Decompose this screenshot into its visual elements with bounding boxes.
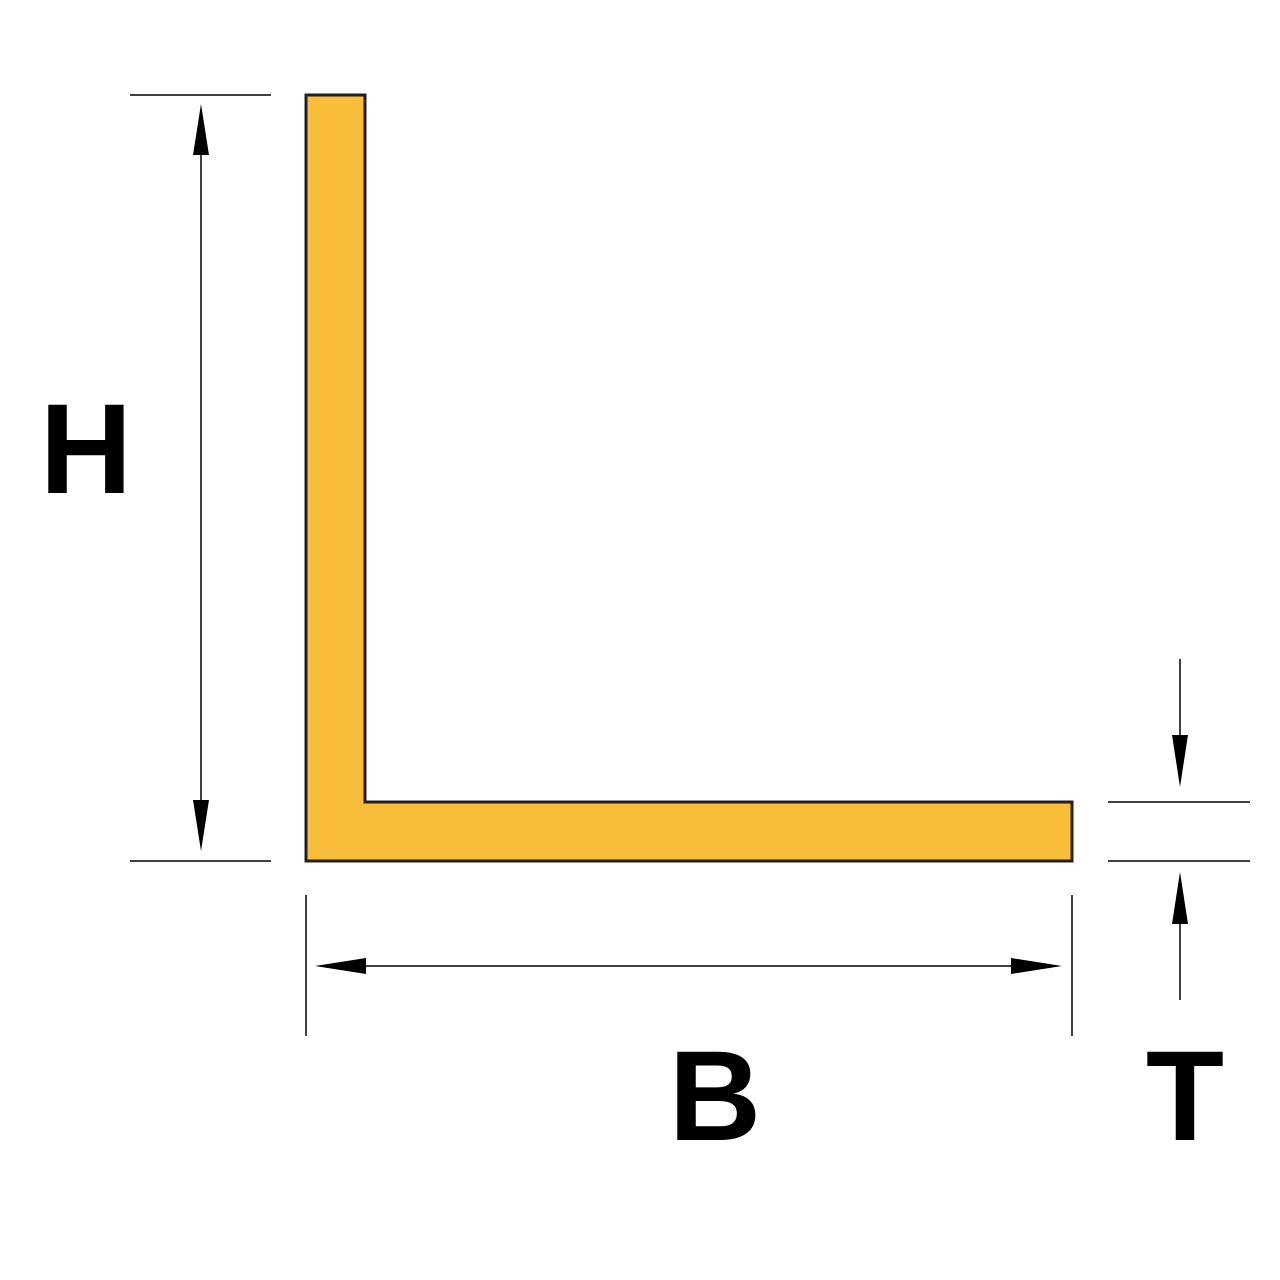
breadth-arrow-right-icon: [1011, 958, 1062, 974]
height-arrow-down-icon: [193, 800, 209, 851]
breadth-label: B: [669, 1025, 761, 1168]
thickness-label: T: [1146, 1025, 1224, 1168]
height-arrow-up-icon: [193, 104, 209, 155]
thickness-arrow-up-icon: [1172, 872, 1188, 924]
breadth-dimension: [305, 895, 1073, 1036]
breadth-arrow-left-icon: [315, 958, 366, 974]
thickness-arrow-down-icon: [1172, 735, 1188, 787]
height-dimension: [130, 94, 271, 862]
height-label: H: [40, 378, 132, 521]
angle-profile-shape: [304, 93, 1074, 863]
thickness-dimension: [1108, 659, 1250, 1000]
